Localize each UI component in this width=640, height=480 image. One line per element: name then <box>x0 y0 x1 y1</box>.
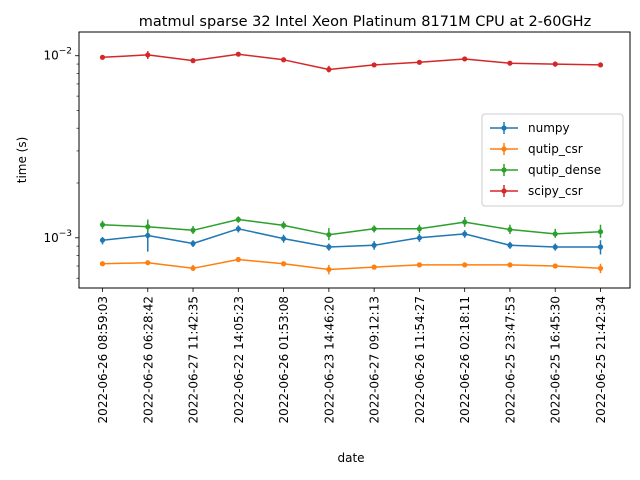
data-point <box>507 242 513 248</box>
data-point <box>326 232 332 238</box>
series-numpy <box>99 220 604 255</box>
x-tick-label: 2022-06-25 16:45:30 <box>549 296 563 423</box>
legend-label: scipy_csr <box>528 184 583 198</box>
data-point <box>99 54 106 60</box>
x-tick-label: 2022-06-27 11:42:35 <box>187 296 201 423</box>
data-point <box>371 62 377 68</box>
data-point <box>507 226 513 233</box>
data-point <box>507 60 513 66</box>
legend-item-scipy_csr: scipy_csr <box>490 184 583 198</box>
y-axis: 10−3 10−2 <box>43 47 79 279</box>
series-qutip_dense <box>99 216 604 241</box>
data-point <box>552 61 558 67</box>
data-point <box>371 242 377 248</box>
x-tick-label: 2022-06-25 21:42:34 <box>594 296 608 423</box>
data-point <box>552 231 558 237</box>
x-tick-label: 2022-06-26 08:59:03 <box>96 296 110 423</box>
data-point <box>190 265 196 271</box>
data-point <box>190 240 196 247</box>
data-point <box>597 244 604 250</box>
legend-swatch-marker <box>501 188 507 194</box>
data-point <box>371 226 377 232</box>
y-tick-label: 10−2 <box>43 47 72 63</box>
legend-item-qutip_dense: qutip_dense <box>490 163 601 177</box>
data-point <box>326 266 332 273</box>
legend-box <box>481 113 624 207</box>
data-point <box>280 222 287 228</box>
data-point <box>416 235 423 241</box>
x-tick-label: 2022-06-26 11:54:27 <box>413 296 427 423</box>
data-point <box>280 57 287 63</box>
data-point <box>416 262 423 268</box>
data-point <box>416 226 423 232</box>
series-line-qutip_dense <box>102 218 601 236</box>
x-tick-label: 2022-06-26 02:18:11 <box>458 296 472 423</box>
data-point <box>190 58 196 64</box>
data-point <box>416 59 423 65</box>
x-tick-label: 2022-06-23 14:46:20 <box>322 296 336 423</box>
data-point <box>371 264 377 270</box>
data-point <box>597 265 604 271</box>
data-point <box>507 262 513 268</box>
legend-label: qutip_csr <box>528 142 583 156</box>
x-tick-label: 2022-06-26 01:53:08 <box>277 296 291 423</box>
data-point <box>280 235 287 242</box>
data-point <box>99 222 106 228</box>
data-point <box>235 216 241 223</box>
data-point <box>190 227 196 233</box>
x-tick-label: 2022-06-26 06:28:42 <box>141 296 155 423</box>
legend-swatch-marker <box>501 125 507 131</box>
legend-swatch-marker <box>501 167 507 173</box>
plot-frame <box>78 31 631 289</box>
legend-label: numpy <box>528 121 570 135</box>
data-point <box>145 260 151 266</box>
data-point <box>280 261 287 267</box>
data-point <box>597 229 604 235</box>
data-point <box>552 244 558 250</box>
data-point <box>235 51 241 57</box>
data-point <box>462 56 468 62</box>
x-tick-label: 2022-06-25 23:47:53 <box>503 296 517 423</box>
legend-item-numpy: numpy <box>490 121 570 135</box>
x-tick-label: 2022-06-22 14:05:23 <box>232 296 246 423</box>
x-tick-label: 2022-06-27 09:12:13 <box>368 296 382 423</box>
series-qutip_csr <box>99 256 604 275</box>
data-point <box>145 232 151 239</box>
y-axis-label: time (s) <box>15 137 29 184</box>
data-point <box>552 263 558 269</box>
chart-title: matmul sparse 32 Intel Xeon Platinum 817… <box>139 14 591 30</box>
x-axis-label: date <box>337 451 364 465</box>
series-line-qutip_csr <box>102 258 601 271</box>
legend: numpy qutip_csr qutip_dense scipy_csr <box>481 113 624 207</box>
plot-area <box>99 51 604 275</box>
y-tick-label: 10−3 <box>43 229 72 245</box>
legend-label: qutip_dense <box>528 163 601 177</box>
data-point <box>145 52 151 58</box>
data-point <box>462 231 468 237</box>
series-scipy_csr <box>99 51 604 73</box>
data-point <box>462 219 468 225</box>
data-point <box>99 237 106 243</box>
data-point <box>326 244 332 250</box>
legend-item-qutip_csr: qutip_csr <box>490 142 583 156</box>
series-line-numpy <box>102 228 601 248</box>
data-point <box>326 66 332 73</box>
series-line-scipy_csr <box>102 53 601 71</box>
legend-swatch-marker <box>501 146 507 152</box>
data-point <box>462 262 468 268</box>
data-point <box>145 224 151 230</box>
x-axis: 2022-06-26 08:59:03 2022-06-26 06:28:42 20… <box>96 288 608 423</box>
data-point <box>597 62 604 68</box>
data-point <box>99 261 106 267</box>
data-point <box>235 226 241 232</box>
data-point <box>235 256 241 263</box>
